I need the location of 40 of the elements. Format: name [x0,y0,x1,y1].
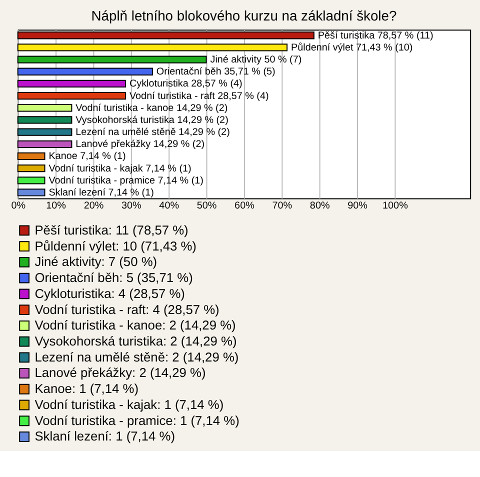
x-tick-label: 100% [382,200,408,212]
data-label: Lanové překážky 14,29 % (2) [76,139,205,150]
legend-label: Vodní turistika - raft: 4 (28,57 %) [34,302,220,317]
x-tick-label: 0% [11,200,26,212]
x-tick-label: 70% [272,200,292,212]
legend-label: Vodní turistika - kajak: 1 (7,14 %) [34,396,224,412]
data-label: Půldenní výlet 71,43 % (10) [291,42,413,54]
legend-label: Orientační běh: 5 (35,71 %) [34,270,193,286]
data-label: Kanoe 7,14 % (1) [48,151,126,162]
data-label: Vodní turistika - kanoe 14,29 % (2) [76,102,228,114]
data-label: Sklaní lezení 7,14 % (1) [48,187,154,198]
x-tick-label: 20% [84,200,104,212]
x-tick-label: 60% [234,200,255,212]
legend-label: Cykloturistika: 4 (28,57 %) [34,286,185,301]
data-label: Vodní turistika - pramice 7,14 % (1) [48,175,204,186]
x-tick-label: 90% [348,200,368,212]
legend-label: Pěší turistika: 11 (78,57 %) [34,222,188,238]
legend-label: Jiné aktivity: 7 (50 %) [34,254,158,270]
x-tick-label: 80% [310,200,330,212]
legend-label: Vodní turistika - kanoe: 2 (14,29 %) [34,318,236,333]
data-label: Vysokohorská turistika 14,29 % (2) [76,114,228,126]
legend-label: Lezení na umělé stěně: 2 (14,29 %) [34,349,239,364]
legend-label: Lanové překážky: 2 (14,29 %) [34,365,206,380]
data-label: Vodní turistika - raft 28,57 % (4) [129,90,269,102]
x-tick-label: 50% [196,200,217,212]
data-label: Cykloturistika 28,57 % (4) [129,78,242,90]
legend-label: Vodní turistika - pramice: 1 (7,14 %) [34,412,240,428]
data-label: Orientační běh 35,71 % (5) [156,66,276,78]
x-tick-label: 30% [121,200,142,212]
legend-label: Sklaní lezení: 1 (7,14 %) [34,428,175,444]
data-label: Jiné aktivity 50 % (7) [210,54,302,66]
data-label: Pěší turistika 78,57 % (11) [318,30,434,42]
data-label: Vodní turistika - kajak 7,14 % (1) [48,163,192,174]
legend-label: Kanoe: 1 (7,14 %) [34,381,138,396]
legend-label: Vysokohorská turistika: 2 (14,29 %) [34,334,237,348]
data-label: Lezení na umělé stěně 14,29 % (2) [76,127,230,138]
chart-title: Náplň letního blokového kurzu na základní škole? [91,8,397,24]
x-tick-label: 40% [159,200,180,212]
x-tick-label: 10% [46,200,66,212]
legend-label: Půldenní výlet: 10 (71,43 %) [34,238,196,254]
